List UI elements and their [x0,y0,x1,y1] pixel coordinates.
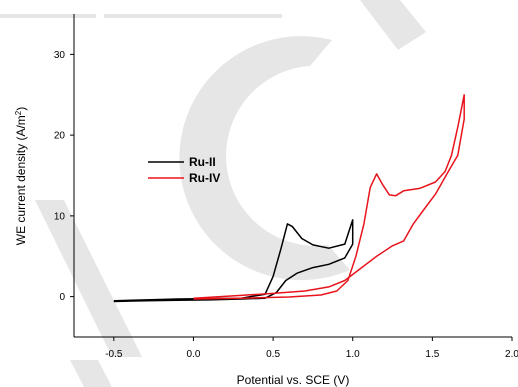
y-ticks: 0 10 20 30 [54,50,74,303]
y-axis-title: WE current density (A/m2) [14,107,28,245]
series-line-ru-iv [193,94,465,300]
x-ticks: -0.5 0.0 0.5 1.0 1.5 2.0 [105,337,518,360]
watermark [0,0,426,387]
y-tick-label: 10 [54,211,66,222]
legend-label-ru-iv: Ru-IV [189,171,220,185]
y-axis-title-main: WE current density (A/m [14,115,28,245]
y-tick-label: 20 [54,131,66,142]
watermark-stroke-3 [360,0,426,50]
x-tick-label: 1.0 [346,349,360,360]
series-layer [113,94,465,303]
watermark-arc [179,36,350,281]
legend: Ru-II Ru-IV [148,155,220,185]
x-tick-label: -0.5 [105,349,123,360]
y-axis-title-end: ) [14,107,28,111]
legend-label-ru-ii: Ru-II [189,155,216,169]
x-tick-label: 0.5 [266,349,280,360]
plot-frame [73,14,512,338]
y-tick-label: 30 [54,50,66,61]
y-axis-title-sup: 2 [14,110,23,115]
watermark-stroke-1 [35,200,142,357]
watermark-stroke-2 [70,360,112,387]
x-tick-label: 0.0 [187,349,201,360]
watermark-bar-top [104,14,282,18]
y-tick-label: 0 [59,292,65,303]
x-axis-title: Potential vs. SCE (V) [237,373,350,387]
watermark-bar-left [0,14,96,18]
x-tick-label: 1.5 [425,349,439,360]
x-tick-label: 2.0 [505,349,518,360]
